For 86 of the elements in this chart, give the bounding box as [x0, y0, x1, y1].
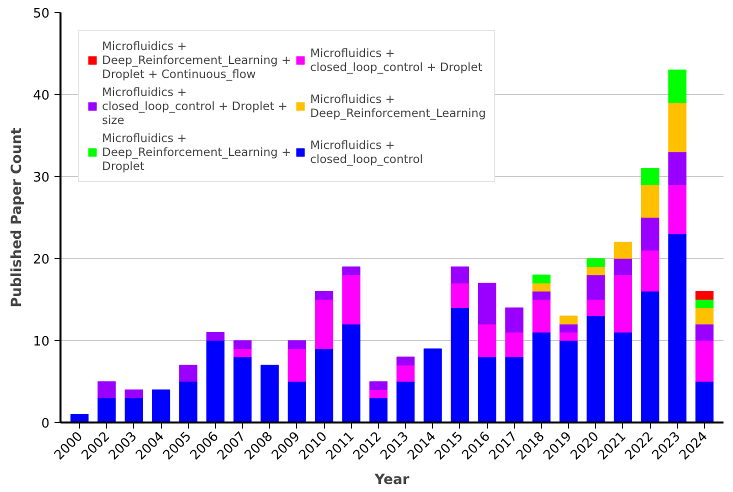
y-tick-label: 20 [32, 252, 50, 268]
bar [288, 348, 306, 382]
bar [586, 274, 605, 300]
bar [342, 266, 360, 276]
bar [560, 340, 578, 422]
y-tick-label: 30 [32, 170, 50, 186]
y-axis-title: Published Paper Count [8, 127, 25, 308]
legend-label: Microfluidics + closed_loop_control + Droplet + size [102, 85, 288, 127]
y-tick-label: 10 [32, 334, 50, 350]
bar [288, 340, 306, 349]
bar [560, 316, 578, 324]
bar [586, 316, 605, 422]
bar [233, 348, 252, 358]
bar [124, 389, 143, 398]
bar [586, 258, 605, 267]
bar [478, 356, 496, 422]
bar [396, 381, 415, 422]
bar [614, 258, 632, 276]
bar [505, 356, 524, 422]
bar [641, 184, 660, 218]
bar [668, 184, 686, 234]
bar [478, 324, 496, 358]
bar [233, 356, 252, 422]
bar [424, 348, 442, 422]
bar [450, 282, 470, 308]
bar [314, 348, 334, 422]
bar [668, 102, 686, 152]
bar [396, 356, 415, 366]
bar [233, 340, 252, 349]
bar [614, 332, 632, 422]
bar [342, 324, 360, 422]
bar [586, 266, 605, 276]
bar [614, 274, 632, 333]
bar [641, 217, 660, 251]
bar [560, 324, 578, 333]
bar [260, 364, 279, 422]
y-tick-label: 40 [32, 88, 50, 104]
bar [342, 274, 360, 324]
bar [586, 299, 605, 316]
bar [668, 152, 686, 185]
bar [505, 307, 524, 333]
legend-label: Microfluidics + closed_loop_control + Droplet [310, 46, 482, 74]
bar [369, 381, 388, 390]
bar [614, 242, 632, 259]
bar [695, 307, 714, 324]
bar [179, 364, 198, 382]
bar [532, 291, 551, 300]
y-tick-label: 0 [41, 416, 50, 432]
bar [206, 340, 224, 422]
bar [695, 340, 714, 382]
bar [314, 291, 334, 300]
bar [179, 381, 198, 422]
bar [478, 282, 496, 324]
bar [369, 398, 388, 422]
bar [369, 389, 388, 398]
bar [314, 299, 334, 349]
legend-label: Microfluidics + closed_loop_control [310, 138, 423, 166]
bar [695, 324, 714, 341]
bar [450, 307, 470, 422]
bar [532, 282, 551, 292]
bar [668, 234, 686, 422]
legend-label: Microfluidics + Deep_Reinforcement_Learning [310, 92, 486, 120]
bar [641, 291, 660, 422]
bar [98, 398, 116, 422]
bar [98, 381, 116, 398]
bar [206, 332, 224, 341]
bar [505, 332, 524, 358]
bar [124, 398, 143, 422]
legend-label: Microfluidics + Deep_Reinforcement_Learning + Droplet + Continuous_flow [102, 39, 292, 81]
bar [450, 266, 470, 284]
bar [396, 364, 415, 382]
legend-label: Microfluidics + Deep_Reinforcement_Learning + Droplet [102, 131, 292, 173]
bar [532, 274, 551, 284]
bar [695, 299, 714, 308]
bar [152, 389, 170, 422]
bar [695, 291, 714, 300]
bar [532, 299, 551, 333]
bar [288, 381, 306, 422]
y-tick-label: 50 [32, 6, 50, 22]
bar [695, 381, 714, 422]
bar [641, 168, 660, 185]
bar [532, 332, 551, 422]
bar [560, 332, 578, 341]
bar [641, 250, 660, 292]
bar [668, 70, 686, 103]
x-axis-title: Year [374, 472, 410, 488]
